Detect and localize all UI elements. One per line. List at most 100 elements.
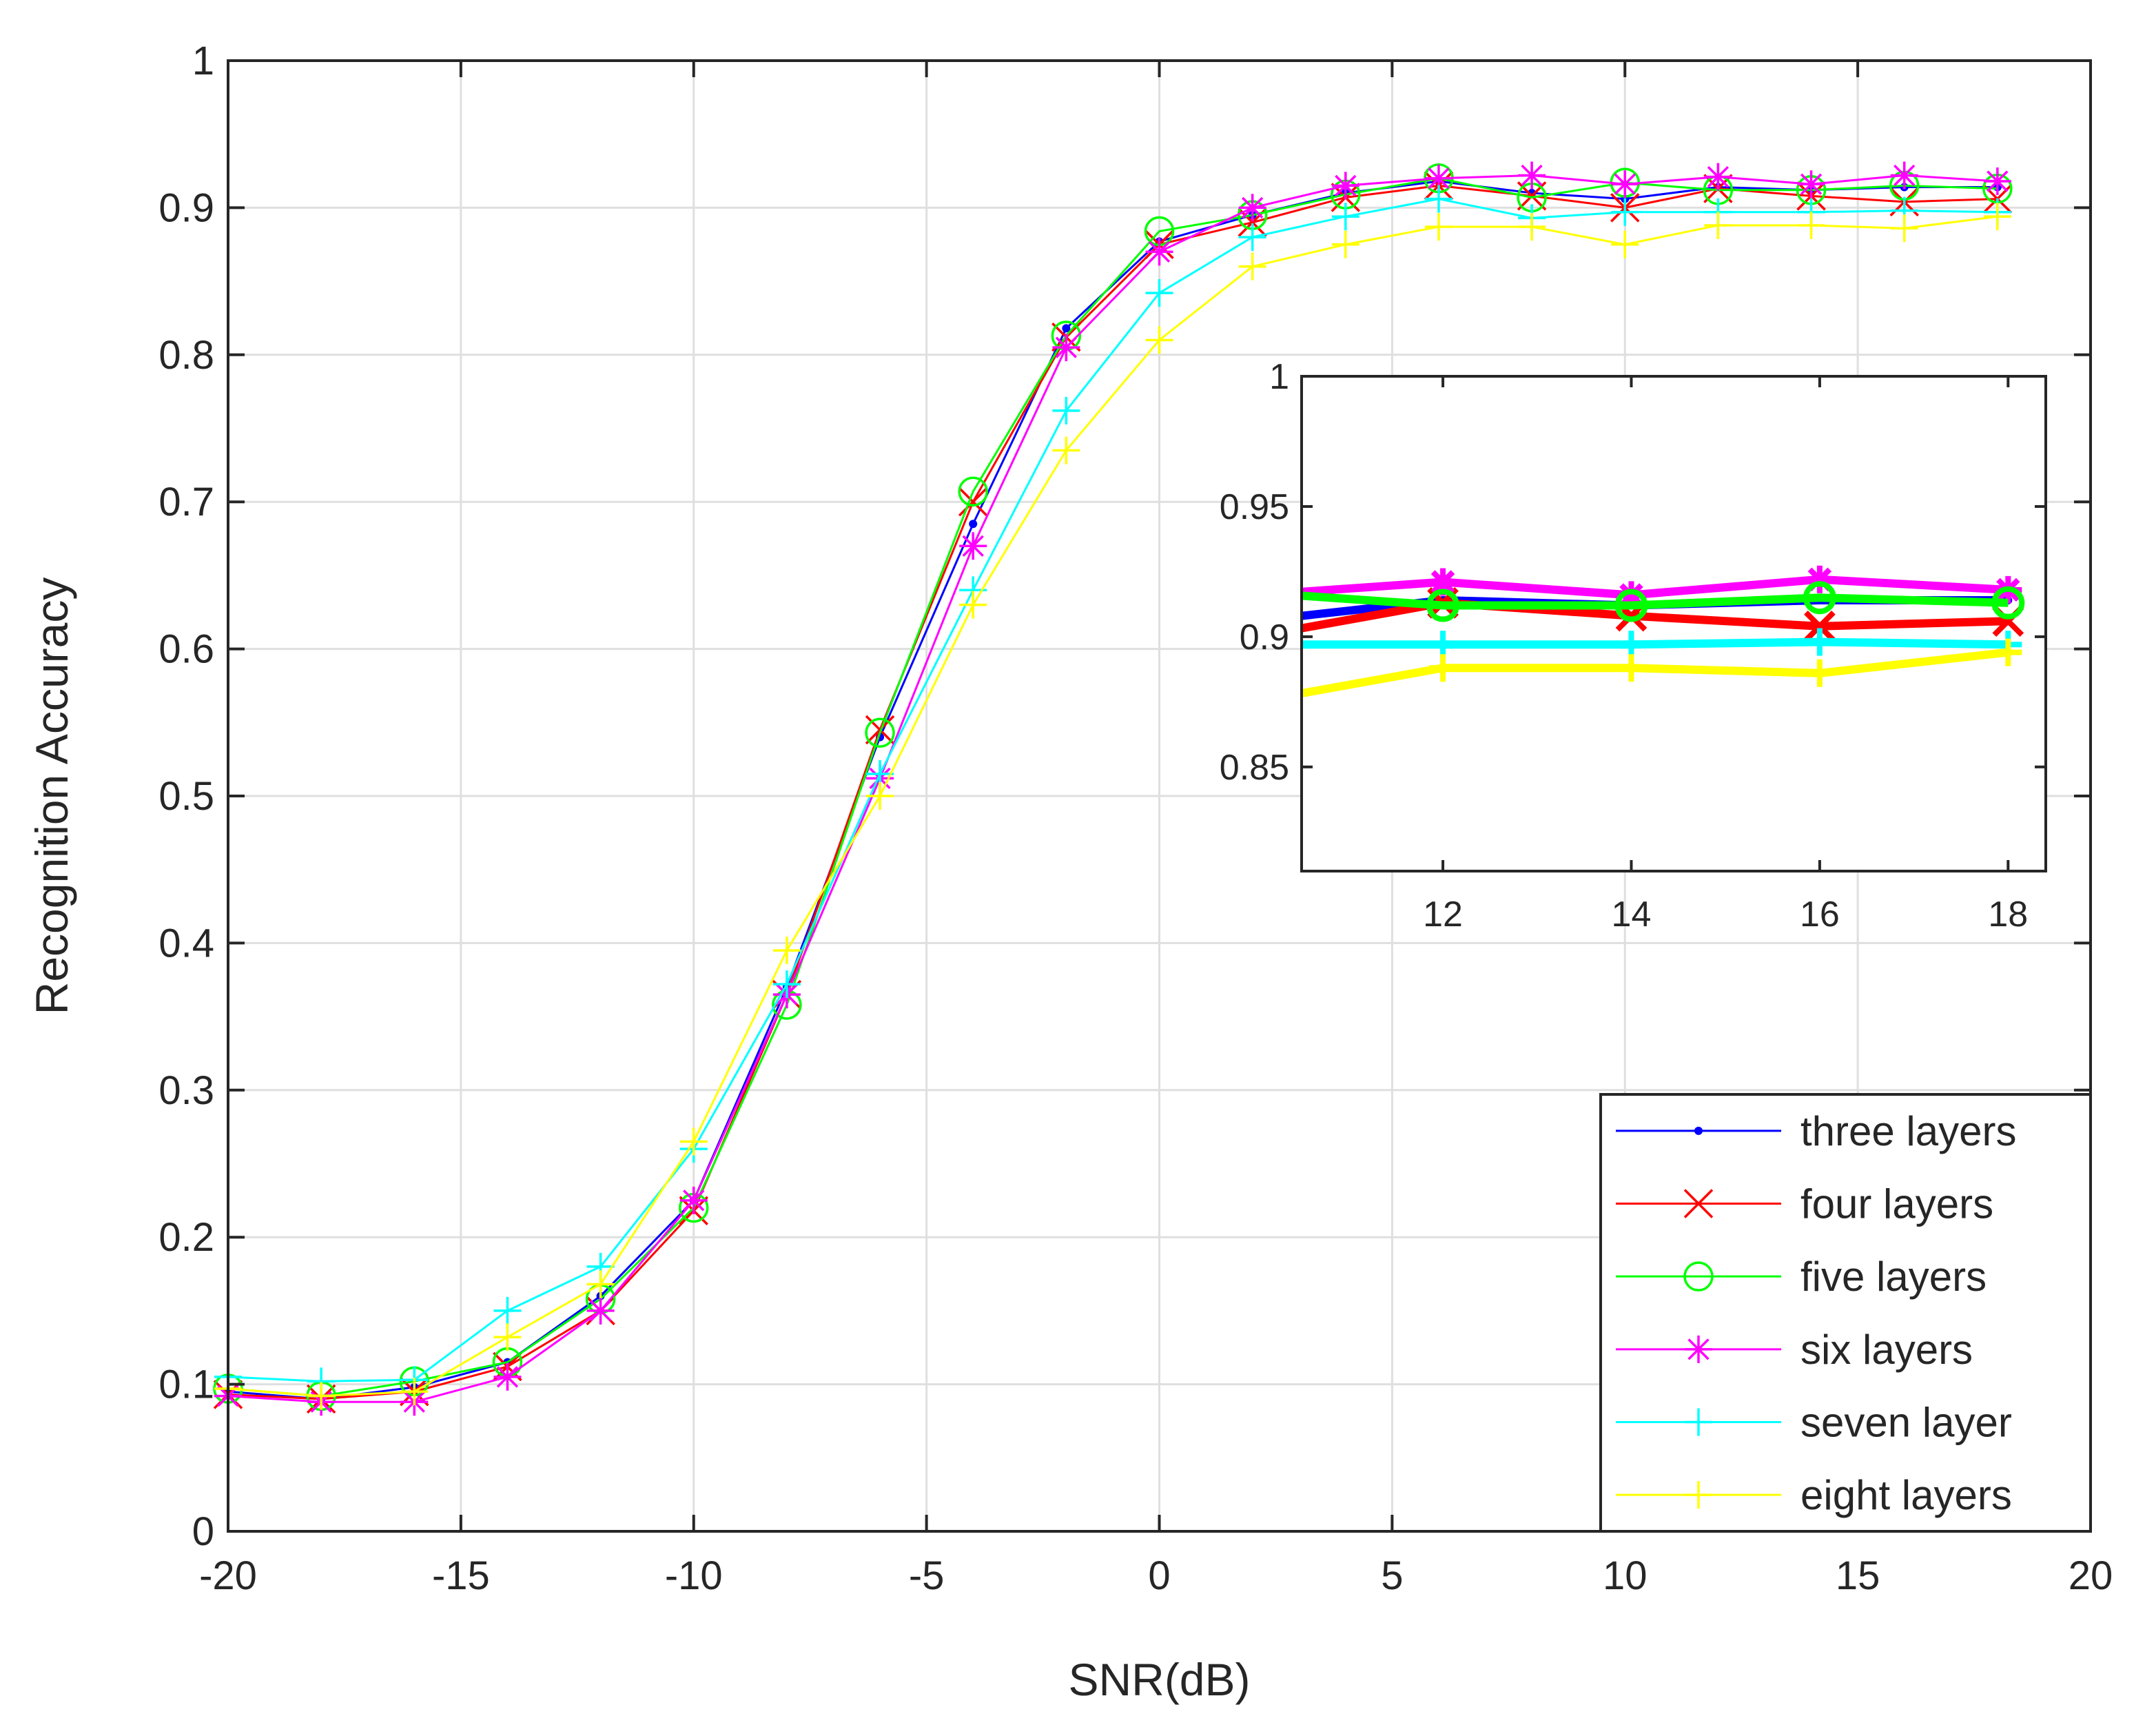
legend: three layers four layers five layers six la…	[1599, 1093, 2092, 1533]
y-tick-label: 0.7	[158, 480, 214, 524]
series-marker	[1145, 326, 1173, 354]
series-marker	[1518, 161, 1546, 190]
inset-series-marker	[1617, 631, 1645, 659]
inset-series-marker	[1429, 568, 1457, 596]
series-line	[227, 198, 1998, 1382]
inset-series-marker	[1805, 659, 1834, 687]
x-tick-label: 5	[1381, 1553, 1403, 1598]
series-marker	[1052, 334, 1080, 362]
series-marker	[1704, 212, 1732, 240]
series-marker	[679, 1186, 708, 1214]
inset-series-marker	[1429, 654, 1457, 682]
series-line	[227, 184, 1998, 1400]
series-marker	[1052, 436, 1080, 464]
y-tick-label: 0.6	[158, 627, 214, 672]
series-marker	[865, 717, 895, 748]
x-tick-label: -15	[432, 1553, 490, 1598]
series-marker	[958, 476, 988, 507]
legend-label: seven layer	[1800, 1400, 2012, 1446]
inset-y-tick-label: 0.9	[1240, 617, 1289, 657]
series-marker	[865, 715, 895, 745]
series-marker	[1145, 238, 1173, 266]
series-marker	[1424, 185, 1453, 213]
main-grid	[228, 61, 2091, 1531]
legend-item: eight layers	[1616, 1472, 2012, 1518]
series-line	[227, 215, 1998, 1398]
series-marker	[1331, 172, 1359, 200]
x-tick-label: 20	[2069, 1553, 2113, 1598]
series-marker	[1983, 167, 2011, 195]
series-marker	[969, 520, 978, 529]
legend-item: four layers	[1616, 1181, 1993, 1227]
inset-x-tick-label: 12	[1423, 895, 1463, 935]
legend-item: three layers	[1616, 1108, 2016, 1154]
inset-frame	[1300, 375, 2047, 872]
series-marker	[772, 937, 801, 965]
series-marker	[1611, 170, 1639, 198]
series-marker	[679, 1127, 708, 1156]
inset-y-tick-label: 0.85	[1220, 748, 1289, 788]
series-marker	[400, 1378, 429, 1406]
x-tick-label: 15	[1836, 1553, 1880, 1598]
series-marker	[1238, 194, 1266, 222]
legend-swatch-marker	[1685, 1335, 1712, 1363]
series-marker	[959, 532, 987, 560]
inset-series-marker	[1805, 628, 1834, 656]
legend-swatch-marker	[1683, 1261, 1714, 1291]
series-marker	[1611, 198, 1639, 226]
series-marker	[1062, 324, 1071, 333]
inset-y-tick-label: 0.95	[1220, 487, 1289, 527]
series-marker	[307, 1382, 336, 1410]
legend-label: eight layers	[1800, 1472, 2012, 1518]
legend-swatch-marker	[1694, 1126, 1703, 1135]
zoom-inset: 12 14 16 18 0.85 0.9 0.95 1	[1220, 357, 2047, 935]
x-tick-label: -20	[199, 1553, 257, 1598]
inset-x-tick-label: 14	[1612, 895, 1652, 935]
series-marker	[772, 970, 801, 999]
inset-x-tick-label: 18	[1988, 895, 2028, 935]
y-tick-label: 0.1	[158, 1362, 214, 1407]
legend-label: six layers	[1800, 1327, 1973, 1373]
inset-series-marker	[1803, 581, 1836, 615]
series-marker	[493, 1296, 522, 1325]
series-marker	[1704, 163, 1732, 191]
series-marker	[1052, 396, 1080, 425]
inset-series-marker	[1805, 565, 1834, 593]
x-tick-label: -10	[665, 1553, 723, 1598]
series-marker	[586, 1296, 615, 1325]
series-marker	[1797, 212, 1825, 240]
series-marker	[866, 782, 894, 810]
series-marker	[1797, 170, 1825, 198]
series-marker	[1424, 213, 1453, 241]
inset-x-tick-label: 16	[1800, 895, 1840, 935]
series-marker	[1890, 214, 1918, 243]
y-tick-label: 1	[192, 39, 214, 83]
series-marker	[958, 487, 988, 517]
series-marker	[1518, 213, 1546, 241]
legend-label: three layers	[1800, 1108, 2016, 1154]
legend-swatch-marker	[1685, 1481, 1712, 1509]
inset-series-marker	[1426, 589, 1460, 622]
inset-ticks: 12 14 16 18 0.85 0.9 0.95 1	[1220, 357, 2046, 935]
y-tick-label: 0	[192, 1509, 214, 1554]
y-tick-label: 0.4	[158, 921, 214, 966]
series-line	[227, 177, 1998, 1398]
legend-item: seven layer	[1616, 1400, 2012, 1446]
series-marker	[1331, 230, 1359, 258]
y-tick-label: 0.5	[158, 774, 214, 819]
series-marker	[1890, 161, 1918, 190]
inset-series-marker	[1614, 589, 1648, 622]
series-marker	[1145, 279, 1173, 307]
series-marker	[493, 1362, 522, 1391]
legend-box	[1599, 1093, 2092, 1533]
inset-series-marker	[1617, 654, 1645, 682]
inset-series-marker	[1804, 610, 1836, 642]
series-marker	[493, 1323, 522, 1351]
series-marker	[1331, 203, 1359, 231]
series-marker	[1424, 164, 1453, 192]
legend-item: five layers	[1616, 1254, 1987, 1300]
y-tick-label: 0.9	[158, 185, 214, 230]
x-tick-label: -5	[909, 1553, 945, 1598]
inset-series-group	[1302, 565, 2025, 698]
